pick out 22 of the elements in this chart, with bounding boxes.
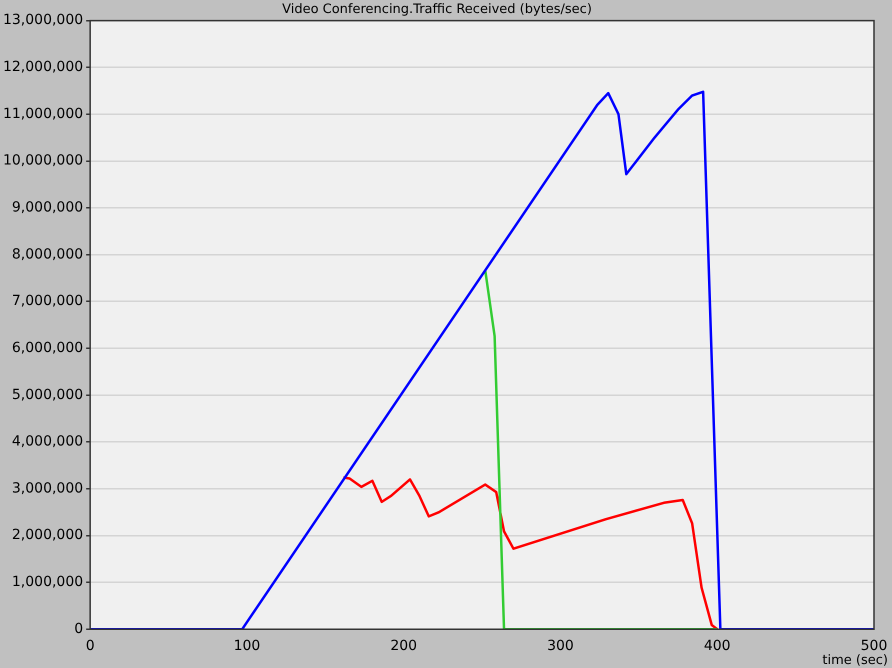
y-tick-label: 12,000,000 [2, 59, 84, 76]
y-tick-label: 2,000,000 [12, 527, 84, 544]
y-tick-label: 5,000,000 [12, 386, 84, 403]
chart-title: Video Conferencing.Traffic Received (bytes/sec) [282, 2, 592, 18]
y-tick-label: 1,000,000 [12, 574, 84, 590]
x-axis-title: time (sec) [822, 652, 888, 668]
y-tick-label: 3,000,000 [12, 480, 84, 496]
y-tick-label: 8,000,000 [12, 246, 84, 262]
y-tick-label: 11,000,000 [2, 106, 84, 122]
y-tick-label: 9,000,000 [12, 200, 84, 216]
x-tick-label: 300 [547, 638, 574, 654]
y-tick-label: 0 [74, 620, 84, 637]
x-tick-label: 200 [390, 638, 418, 654]
y-tick-label: 10,000,000 [2, 152, 84, 169]
x-tick-label: 400 [704, 638, 731, 654]
x-tick-label: 500 [860, 638, 888, 654]
x-tick-label: 0 [86, 638, 95, 654]
y-tick-label: 4,000,000 [12, 434, 84, 450]
y-tick-label: 13,000,000 [2, 12, 84, 28]
x-tick-label: 100 [234, 638, 260, 654]
y-tick-label: 6,000,000 [12, 340, 84, 356]
y-tick-label: 7,000,000 [12, 293, 84, 310]
